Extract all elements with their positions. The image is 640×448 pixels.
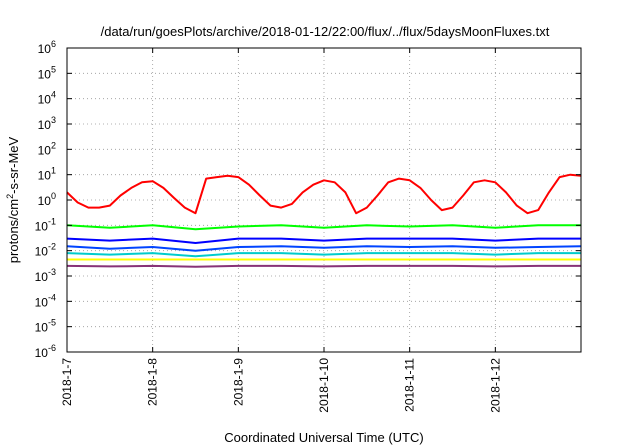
y-axis-label: protons/cm2-s-sr-MeV: [5, 136, 21, 263]
series-line-5: [66, 252, 581, 258]
y-tick-label: 10-2: [35, 242, 56, 259]
y-tick-label: 10-6: [35, 343, 56, 360]
series-line-1: [66, 173, 582, 215]
grid-lines: [67, 48, 581, 352]
x-tick-label: 2018-1-12: [488, 358, 502, 413]
y-tick-label: 106: [38, 39, 56, 56]
x-tick-label: 2018-1-9: [231, 358, 245, 406]
y-tick-label: 100: [38, 191, 56, 208]
y-tick-label: 105: [38, 64, 56, 81]
series-line-4: [66, 245, 581, 252]
y-tick-label: 104: [38, 90, 56, 107]
y-tick-label: 10-5: [35, 318, 56, 335]
y-tick-label: 10-4: [35, 292, 56, 309]
y-tick-label: 102: [38, 140, 56, 157]
y-tick-label: 10-3: [35, 267, 56, 284]
series-line-3: [66, 237, 581, 244]
y-tick-label: 10-1: [35, 216, 56, 233]
chart-title: /data/run/goesPlots/archive/2018-01-12/2…: [101, 24, 550, 39]
y-tick-label: 101: [38, 166, 56, 183]
series-group: [66, 173, 582, 268]
y-axis-ticks: 10-6 10-5 10-4 10-3 10-2 10-1 100 101 102 103 104 1…: [35, 39, 581, 360]
series-line-7: [66, 264, 581, 268]
x-tick-label: 2018-1-10: [317, 358, 331, 413]
x-tick-label: 2018-1-8: [146, 358, 160, 406]
x-tick-label: 2018-1-11: [403, 358, 417, 412]
y-tick-label: 103: [38, 115, 56, 132]
x-tick-label: 2018-1-7: [60, 358, 74, 406]
x-axis-label: Coordinated Universal Time (UTC): [224, 430, 423, 445]
x-axis-ticks: 2018-1-7 2018-1-8 2018-1-9 2018-1-10 2018-1-…: [60, 48, 502, 413]
series-line-2: [66, 224, 581, 231]
